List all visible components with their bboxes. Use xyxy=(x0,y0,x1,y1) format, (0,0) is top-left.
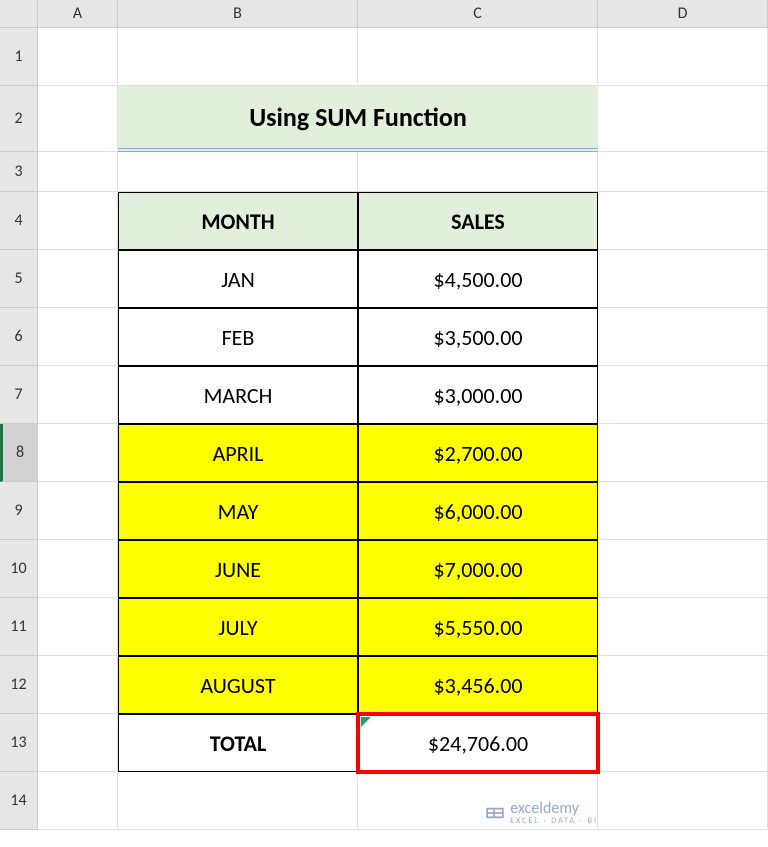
cell-d13[interactable] xyxy=(598,714,768,772)
watermark-icon xyxy=(486,806,504,820)
row-header-2[interactable]: 2 xyxy=(0,86,38,152)
row-header-11[interactable]: 11 xyxy=(0,598,38,656)
table-header-sales[interactable]: SALES xyxy=(358,192,598,250)
column-headers-row: A B C D xyxy=(0,0,768,28)
cell-b14[interactable] xyxy=(118,772,358,830)
cell-sales-april[interactable]: $2,700.00 xyxy=(358,424,598,482)
col-header-a[interactable]: A xyxy=(38,0,118,28)
cell-a14[interactable] xyxy=(38,772,118,830)
cell-a11[interactable] xyxy=(38,598,118,656)
cell-a12[interactable] xyxy=(38,656,118,714)
cell-sales-may[interactable]: $6,000.00 xyxy=(358,482,598,540)
cell-a9[interactable] xyxy=(38,482,118,540)
cell-d6[interactable] xyxy=(598,308,768,366)
cell-c1[interactable] xyxy=(358,28,598,86)
cell-month-july[interactable]: JULY xyxy=(118,598,358,656)
cell-month-feb[interactable]: FEB xyxy=(118,308,358,366)
cell-a6[interactable] xyxy=(38,308,118,366)
row-header-12[interactable]: 12 xyxy=(0,656,38,714)
cell-month-june[interactable]: JUNE xyxy=(118,540,358,598)
watermark-main: exceldemy xyxy=(510,801,598,817)
cell-b1[interactable] xyxy=(118,28,358,86)
cell-a10[interactable] xyxy=(38,540,118,598)
watermark-text: exceldemy EXCEL · DATA · BI xyxy=(510,801,598,825)
cell-sales-feb[interactable]: $3,500.00 xyxy=(358,308,598,366)
cell-d8[interactable] xyxy=(598,424,768,482)
row-header-7[interactable]: 7 xyxy=(0,366,38,424)
watermark-sub: EXCEL · DATA · BI xyxy=(510,817,598,825)
cell-d12[interactable] xyxy=(598,656,768,714)
col-header-d[interactable]: D xyxy=(598,0,768,28)
cell-d5[interactable] xyxy=(598,250,768,308)
spreadsheet-grid: A B C D 1 2 Using SUM Function 3 4 MONTH… xyxy=(0,0,768,847)
cell-d14[interactable] xyxy=(598,772,768,830)
row-header-4[interactable]: 4 xyxy=(0,192,38,250)
cell-a8[interactable] xyxy=(38,424,118,482)
cell-d3[interactable] xyxy=(598,152,768,192)
cell-month-jan[interactable]: JAN xyxy=(118,250,358,308)
cell-month-august[interactable]: AUGUST xyxy=(118,656,358,714)
cell-a4[interactable] xyxy=(38,192,118,250)
cell-c3[interactable] xyxy=(358,152,598,192)
cell-total-value[interactable]: $24,706.00 xyxy=(358,714,598,772)
cell-d1[interactable] xyxy=(598,28,768,86)
col-header-c[interactable]: C xyxy=(358,0,598,28)
row-header-6[interactable]: 6 xyxy=(0,308,38,366)
cell-sales-june[interactable]: $7,000.00 xyxy=(358,540,598,598)
title-cell[interactable]: Using SUM Function xyxy=(118,86,598,152)
cell-d7[interactable] xyxy=(598,366,768,424)
cell-a5[interactable] xyxy=(38,250,118,308)
total-value-text: $24,706.00 xyxy=(428,730,528,757)
select-all-corner[interactable] xyxy=(0,0,38,28)
watermark: exceldemy EXCEL · DATA · BI xyxy=(486,801,598,825)
cell-total-label[interactable]: TOTAL xyxy=(118,714,358,772)
col-header-b[interactable]: B xyxy=(118,0,358,28)
row-header-13[interactable]: 13 xyxy=(0,714,38,772)
error-indicator-icon xyxy=(361,717,371,727)
cell-sales-august[interactable]: $3,456.00 xyxy=(358,656,598,714)
cell-sales-march[interactable]: $3,000.00 xyxy=(358,366,598,424)
cell-sales-july[interactable]: $5,550.00 xyxy=(358,598,598,656)
row-header-5[interactable]: 5 xyxy=(0,250,38,308)
cell-month-april[interactable]: APRIL xyxy=(118,424,358,482)
cell-b3[interactable] xyxy=(118,152,358,192)
row-header-8[interactable]: 8 xyxy=(0,424,38,482)
row-header-9[interactable]: 9 xyxy=(0,482,38,540)
cell-d2[interactable] xyxy=(598,86,768,152)
row-header-10[interactable]: 10 xyxy=(0,540,38,598)
cell-a3[interactable] xyxy=(38,152,118,192)
cell-a1[interactable] xyxy=(38,28,118,86)
row-header-1[interactable]: 1 xyxy=(0,28,38,86)
row-header-3[interactable]: 3 xyxy=(0,152,38,192)
cell-a7[interactable] xyxy=(38,366,118,424)
cell-d4[interactable] xyxy=(598,192,768,250)
cell-sales-jan[interactable]: $4,500.00 xyxy=(358,250,598,308)
cell-month-may[interactable]: MAY xyxy=(118,482,358,540)
cell-d9[interactable] xyxy=(598,482,768,540)
cell-a13[interactable] xyxy=(38,714,118,772)
cell-d11[interactable] xyxy=(598,598,768,656)
table-header-month[interactable]: MONTH xyxy=(118,192,358,250)
cell-month-march[interactable]: MARCH xyxy=(118,366,358,424)
row-header-14[interactable]: 14 xyxy=(0,772,38,830)
cell-a2[interactable] xyxy=(38,86,118,152)
cell-d10[interactable] xyxy=(598,540,768,598)
